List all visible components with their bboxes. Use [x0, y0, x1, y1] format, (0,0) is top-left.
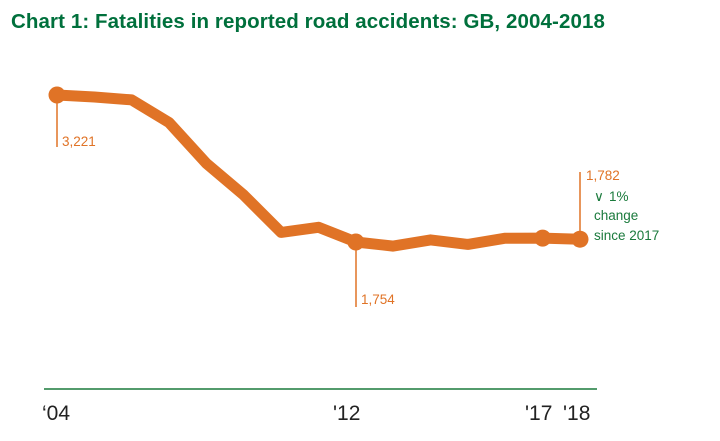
data-point-2017: [534, 229, 552, 247]
data-points: [48, 86, 589, 251]
data-label-2018: 1,782: [586, 168, 620, 183]
series-line: [51, 89, 586, 252]
x-tick-label-2012: '12: [333, 402, 360, 425]
change-annotation: ∨ 1% change since 2017: [594, 189, 659, 243]
data-labels: 3,221 1,754 1,782: [62, 134, 620, 307]
leader-lines: [56, 96, 581, 307]
data-label-2012: 1,754: [361, 292, 395, 307]
data-point-2012: [347, 233, 365, 251]
x-tick-label-2004: ‘04: [42, 402, 70, 425]
data-point-2004: [48, 86, 66, 104]
change-down-arrow: ∨: [594, 189, 604, 204]
x-tick-label-2018: '18: [563, 402, 590, 425]
change-word-label: change: [594, 208, 638, 223]
x-tick-labels: ‘04 '12 '17 '18: [42, 402, 590, 425]
data-label-2004: 3,221: [62, 134, 96, 149]
change-since-label: since 2017: [594, 228, 659, 243]
chart-title: Chart 1: Fatalities in reported road acc…: [11, 10, 605, 33]
x-tick-label-2017: '17: [525, 402, 552, 425]
data-point-2018: [571, 230, 589, 248]
change-percent-label: 1%: [609, 189, 629, 204]
